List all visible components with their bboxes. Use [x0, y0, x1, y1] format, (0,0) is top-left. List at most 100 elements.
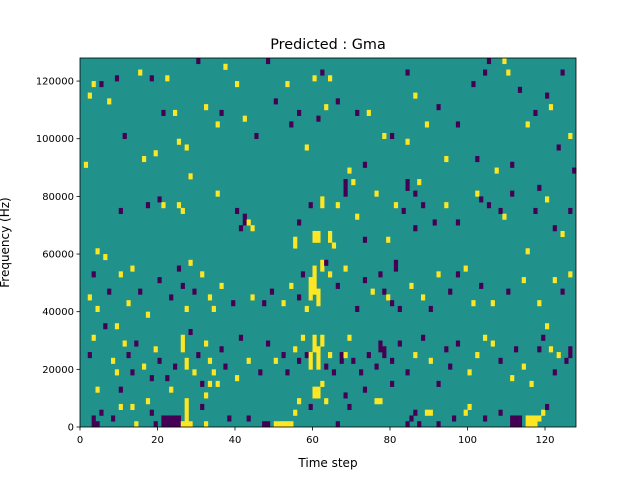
heatmap-cell [200, 403, 205, 411]
heatmap-cell [304, 144, 309, 151]
heatmap-cell [95, 305, 100, 312]
x-tick-label: 100 [458, 435, 477, 446]
heatmap-cell [180, 334, 185, 353]
heatmap-cell [545, 196, 550, 203]
heatmap-cell [320, 196, 325, 209]
heatmap-cell [184, 305, 189, 312]
heatmap-cell [471, 300, 476, 307]
x-tick-label: 20 [151, 435, 164, 446]
heatmap-cell [506, 69, 511, 76]
heatmap-cell [142, 363, 147, 370]
heatmap-cell [545, 92, 550, 99]
heatmap-cell [436, 104, 441, 111]
heatmap-cell [266, 58, 271, 65]
heatmap-cell [126, 352, 131, 359]
heatmap-cell [277, 421, 282, 428]
heatmap-cell [173, 415, 178, 428]
heatmap-cell [556, 144, 561, 151]
heatmap-cell [293, 236, 298, 249]
heatmap-cell [316, 346, 321, 370]
heatmap-cell [510, 190, 515, 197]
heatmap-cell [421, 294, 426, 301]
heatmap-cell [246, 415, 251, 422]
heatmap-cell [529, 380, 534, 387]
heatmap-cell [285, 369, 290, 376]
heatmap-cell [362, 386, 368, 393]
heatmap-cell [444, 346, 449, 353]
heatmap-cell [514, 346, 519, 353]
heatmap-cell [328, 271, 333, 278]
heatmap-cell [169, 294, 174, 301]
heatmap-cell [529, 415, 534, 428]
y-axis-label: Frequency (Hz) [0, 197, 12, 288]
heatmap-cell [362, 236, 368, 243]
heatmap-cell [374, 190, 379, 197]
heatmap-cell [169, 386, 174, 393]
heatmap-cell [533, 207, 538, 214]
heatmap-cell [545, 323, 550, 330]
heatmap-cell [390, 132, 395, 140]
heatmap-cell [161, 109, 166, 116]
heatmap-cell [145, 311, 151, 318]
heatmap-cell [417, 179, 422, 186]
heatmap-cell [405, 179, 410, 191]
heatmap-cell [564, 357, 569, 364]
heatmap-cell [87, 92, 92, 99]
heatmap-cell [204, 340, 209, 347]
heatmap-cell [335, 421, 340, 428]
heatmap-cell [382, 132, 387, 140]
heatmap-cell [417, 421, 422, 428]
heatmap-cell [506, 288, 511, 295]
heatmap-cell [463, 265, 468, 272]
heatmap-cell [362, 161, 368, 168]
heatmap-cell [153, 150, 158, 157]
axes-frame [79, 57, 577, 428]
heatmap-cell [180, 282, 185, 289]
heatmap-cell [223, 363, 228, 370]
heatmap-cell [545, 403, 550, 411]
heatmap-cell [192, 288, 197, 295]
heatmap-cell [242, 213, 247, 226]
heatmap-cell [393, 259, 399, 272]
heatmap-cell [126, 300, 131, 307]
heatmap-cell [316, 288, 321, 307]
heatmap-cell [118, 271, 123, 278]
heatmap-cell [165, 75, 170, 82]
heatmap-cell [266, 340, 271, 347]
heatmap-cell [331, 242, 337, 249]
heatmap-cell [448, 363, 453, 370]
heatmap-cell [328, 230, 333, 243]
heatmap-cell [355, 213, 360, 220]
heatmap-cell [421, 202, 426, 209]
heatmap-cell [215, 380, 220, 387]
heatmap-cell [188, 173, 193, 180]
heatmap-cell [219, 282, 224, 289]
heatmap-cell [304, 305, 309, 312]
heatmap-cell [111, 415, 116, 422]
heatmap-cell [118, 403, 123, 411]
heatmap-cell [568, 346, 573, 359]
heatmap-cell [169, 415, 174, 428]
heatmap-cell [378, 340, 383, 353]
y-tick-label: 100000 [36, 134, 74, 145]
heatmap-cell [122, 132, 127, 140]
heatmap-cell [176, 138, 182, 145]
heatmap-cell [444, 202, 449, 209]
heatmap-cell [339, 352, 344, 364]
heatmap-cell [533, 109, 538, 116]
heatmap-cell [188, 259, 193, 266]
heatmap-cell [130, 403, 135, 411]
heatmap-cell [91, 334, 96, 341]
y-tick-label: 60000 [42, 250, 74, 261]
heatmap-cell [436, 380, 441, 387]
heatmap-cell [215, 121, 220, 128]
x-tick-label: 120 [535, 435, 554, 446]
heatmap-cell [428, 357, 433, 364]
heatmap-cell [235, 81, 240, 88]
heatmap-cell [204, 104, 209, 111]
heatmap-cell [409, 282, 414, 289]
heatmap-cell [262, 300, 267, 307]
heatmap-cell [211, 369, 216, 376]
heatmap-cell [300, 271, 306, 278]
